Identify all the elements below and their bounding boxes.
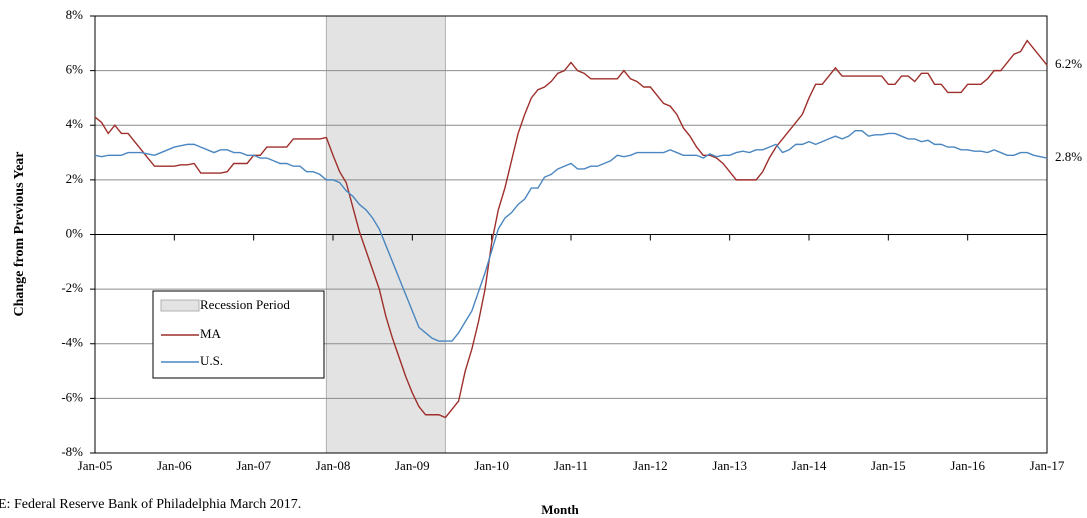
x-tick-label: Jan-10: [474, 458, 509, 473]
x-tick-label: Jan-12: [633, 458, 668, 473]
x-tick-label: Jan-14: [792, 458, 827, 473]
y-tick-label: -8%: [61, 444, 83, 459]
x-tick-label: Jan-08: [316, 458, 351, 473]
x-tick-label: Jan-06: [157, 458, 192, 473]
legend: Recession Period MA U.S.: [152, 290, 325, 379]
x-tick-label: Jan-16: [950, 458, 985, 473]
y-tick-label: 4%: [66, 116, 84, 131]
x-tick-label: Jan-07: [236, 458, 271, 473]
y-tick-label: 2%: [66, 171, 84, 186]
series-line: [94, 130, 1048, 342]
y-tick-label: -2%: [61, 280, 83, 295]
y-tick-label: 0%: [66, 225, 84, 240]
x-tick-label: Jan-15: [871, 458, 906, 473]
x-tick-label: Jan-17: [1030, 458, 1065, 473]
y-axis-label: Change from Previous Year: [12, 152, 27, 317]
x-axis-label: Month: [541, 502, 579, 517]
y-tick-label: 8%: [66, 7, 84, 22]
legend-label: Recession Period: [200, 297, 290, 312]
x-tick-label: Jan-11: [554, 458, 588, 473]
source-note: E: Federal Reserve Bank of Philadelphia …: [0, 497, 301, 512]
end-label: 6.2%: [1055, 56, 1082, 71]
x-tick-label: Jan-05: [78, 458, 113, 473]
x-tick-label: Jan-13: [712, 458, 747, 473]
end-label: 2.8%: [1055, 149, 1082, 164]
legend-swatch: [160, 299, 200, 312]
legend-label: U.S.: [200, 353, 223, 368]
x-tick-label: Jan-09: [395, 458, 430, 473]
legend-label: MA: [200, 326, 222, 341]
y-tick-label: -6%: [61, 389, 83, 404]
y-tick-label: 6%: [66, 62, 84, 77]
y-tick-label: -4%: [61, 335, 83, 350]
